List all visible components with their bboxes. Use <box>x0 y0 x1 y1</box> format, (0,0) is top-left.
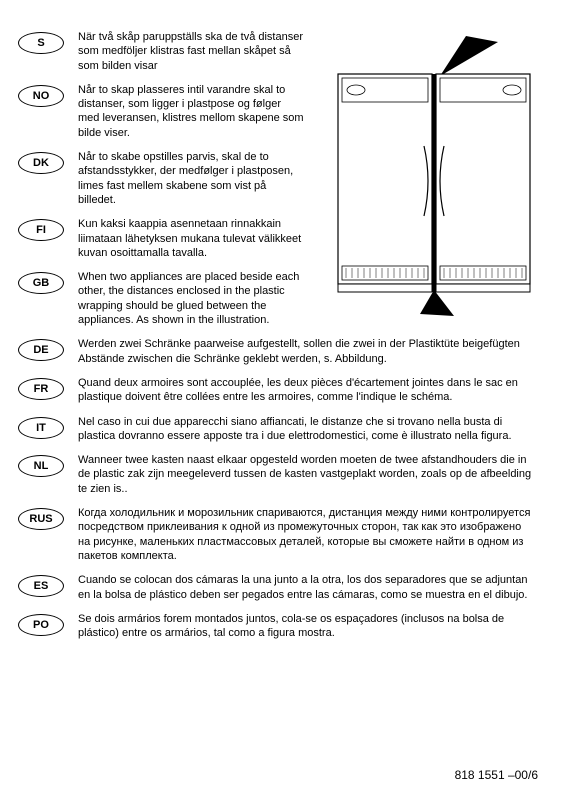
instruction-text: Når to skabe opstilles parvis, skal de t… <box>78 150 308 207</box>
instruction-row: IT Nel caso in cui due apparecchi siano a… <box>18 415 542 444</box>
language-badge: RUS <box>18 508 64 530</box>
language-badge: GB <box>18 272 64 294</box>
instruction-text: Werden zwei Schränke paarweise aufgestel… <box>78 337 538 366</box>
instruction-row: RUS Когда холодильник и морозильник спари… <box>18 506 542 563</box>
language-badge: DK <box>18 152 64 174</box>
instruction-text: Kun kaksi kaappia asennetaan rinnakkain … <box>78 217 308 260</box>
instruction-row: DE Werden zwei Schränke paarweise aufgest… <box>18 337 542 366</box>
spacer-icon <box>432 74 436 292</box>
language-badge: DE <box>18 339 64 361</box>
instruction-row: NL Wanneer twee kasten naast elkaar opges… <box>18 453 542 496</box>
instruction-row: ES Cuando se colocan dos cámaras la una j… <box>18 573 542 602</box>
instruction-text: Cuando se colocan dos cámaras la una jun… <box>78 573 538 602</box>
language-badge: FR <box>18 378 64 400</box>
instruction-text: Når to skap plasseres intil varandre ska… <box>78 83 308 140</box>
instruction-row: FR Quand deux armoires sont accouplée, le… <box>18 376 542 405</box>
right-cabinet <box>436 74 530 292</box>
instruction-text: Se dois armários forem montados juntos, … <box>78 612 538 641</box>
language-badge: S <box>18 32 64 54</box>
language-badge: NO <box>18 85 64 107</box>
appliances-illustration <box>330 36 540 316</box>
language-badge: PO <box>18 614 64 636</box>
language-badge: FI <box>18 219 64 241</box>
language-badge: ES <box>18 575 64 597</box>
instruction-row: PO Se dois armários forem montados juntos… <box>18 612 542 641</box>
instruction-text: When two appliances are placed beside ea… <box>78 270 308 327</box>
instruction-text: Nel caso in cui due apparecchi siano aff… <box>78 415 538 444</box>
language-badge: IT <box>18 417 64 439</box>
instruction-text: När två skåp paruppställs ska de två dis… <box>78 30 308 73</box>
instruction-text: Когда холодильник и морозильник спариваю… <box>78 506 538 563</box>
instruction-text: Quand deux armoires sont accouplée, les … <box>78 376 538 405</box>
language-badge: NL <box>18 455 64 477</box>
bottom-arrow-icon <box>420 290 454 316</box>
page-reference: 818 1551 –00/6 <box>455 768 538 782</box>
page-content: S När två skåp paruppställs ska de två di… <box>18 30 542 640</box>
instruction-text: Wanneer twee kasten naast elkaar opgeste… <box>78 453 538 496</box>
top-arrow-icon <box>440 36 498 76</box>
left-cabinet <box>338 74 432 292</box>
